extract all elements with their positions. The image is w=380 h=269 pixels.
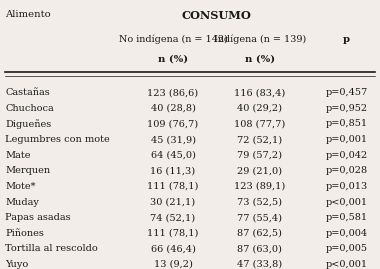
- Text: 66 (46,4): 66 (46,4): [150, 244, 195, 253]
- Text: 47 (33,8): 47 (33,8): [237, 260, 282, 269]
- Text: 72 (52,1): 72 (52,1): [237, 135, 282, 144]
- Text: 13 (9,2): 13 (9,2): [154, 260, 192, 269]
- Text: 29 (21,0): 29 (21,0): [237, 166, 282, 175]
- Text: 87 (62,5): 87 (62,5): [238, 229, 282, 238]
- Text: p<0,001: p<0,001: [326, 260, 367, 269]
- Text: 109 (76,7): 109 (76,7): [147, 119, 199, 129]
- Text: 116 (83,4): 116 (83,4): [234, 88, 285, 97]
- Text: p=0,581: p=0,581: [326, 213, 367, 222]
- Text: p: p: [343, 35, 350, 44]
- Text: Digueñes: Digueñes: [5, 119, 51, 129]
- Text: Merquen: Merquen: [5, 166, 50, 175]
- Text: 77 (55,4): 77 (55,4): [237, 213, 282, 222]
- Text: p=0,005: p=0,005: [326, 244, 367, 253]
- Text: 111 (78,1): 111 (78,1): [147, 182, 199, 191]
- Text: p=0,457: p=0,457: [325, 88, 368, 97]
- Text: Chuchoca: Chuchoca: [5, 104, 54, 113]
- Text: 64 (45,0): 64 (45,0): [150, 151, 195, 160]
- Text: p=0,028: p=0,028: [326, 166, 367, 175]
- Text: p=0,013: p=0,013: [325, 182, 368, 191]
- Text: CONSUMO: CONSUMO: [182, 10, 251, 21]
- Text: 111 (78,1): 111 (78,1): [147, 229, 199, 238]
- Text: 123 (89,1): 123 (89,1): [234, 182, 285, 191]
- Text: 87 (63,0): 87 (63,0): [238, 244, 282, 253]
- Text: p=0,952: p=0,952: [326, 104, 367, 113]
- Text: 30 (21,1): 30 (21,1): [150, 197, 196, 207]
- Text: p=0,001: p=0,001: [326, 135, 367, 144]
- Text: 79 (57,2): 79 (57,2): [237, 151, 282, 160]
- Text: 40 (29,2): 40 (29,2): [237, 104, 282, 113]
- Text: n (%): n (%): [158, 54, 188, 63]
- Text: n (%): n (%): [245, 54, 275, 63]
- Text: p=0,004: p=0,004: [326, 229, 367, 238]
- Text: Muday: Muday: [5, 197, 39, 207]
- Text: Tortilla al rescoldo: Tortilla al rescoldo: [5, 244, 98, 253]
- Text: 123 (86,6): 123 (86,6): [147, 88, 199, 97]
- Text: 108 (77,7): 108 (77,7): [234, 119, 285, 129]
- Text: Indígena (n = 139): Indígena (n = 139): [214, 35, 306, 44]
- Text: Legumbres con mote: Legumbres con mote: [5, 135, 110, 144]
- Text: Yuyo: Yuyo: [5, 260, 28, 269]
- Text: 16 (11,3): 16 (11,3): [150, 166, 196, 175]
- Text: 73 (52,5): 73 (52,5): [237, 197, 282, 207]
- Text: 74 (52,1): 74 (52,1): [150, 213, 196, 222]
- Text: Piñones: Piñones: [5, 229, 44, 238]
- Text: Castañas: Castañas: [5, 88, 50, 97]
- Text: 45 (31,9): 45 (31,9): [150, 135, 196, 144]
- Text: p=0,851: p=0,851: [326, 119, 367, 129]
- Text: Alimento: Alimento: [5, 10, 51, 19]
- Text: No indígena (n = 142): No indígena (n = 142): [119, 35, 228, 44]
- Text: 40 (28,8): 40 (28,8): [150, 104, 195, 113]
- Text: Mate: Mate: [5, 151, 31, 160]
- Text: Mote*: Mote*: [5, 182, 36, 191]
- Text: p=0,042: p=0,042: [325, 151, 368, 160]
- Text: p<0,001: p<0,001: [326, 197, 367, 207]
- Text: Papas asadas: Papas asadas: [5, 213, 71, 222]
